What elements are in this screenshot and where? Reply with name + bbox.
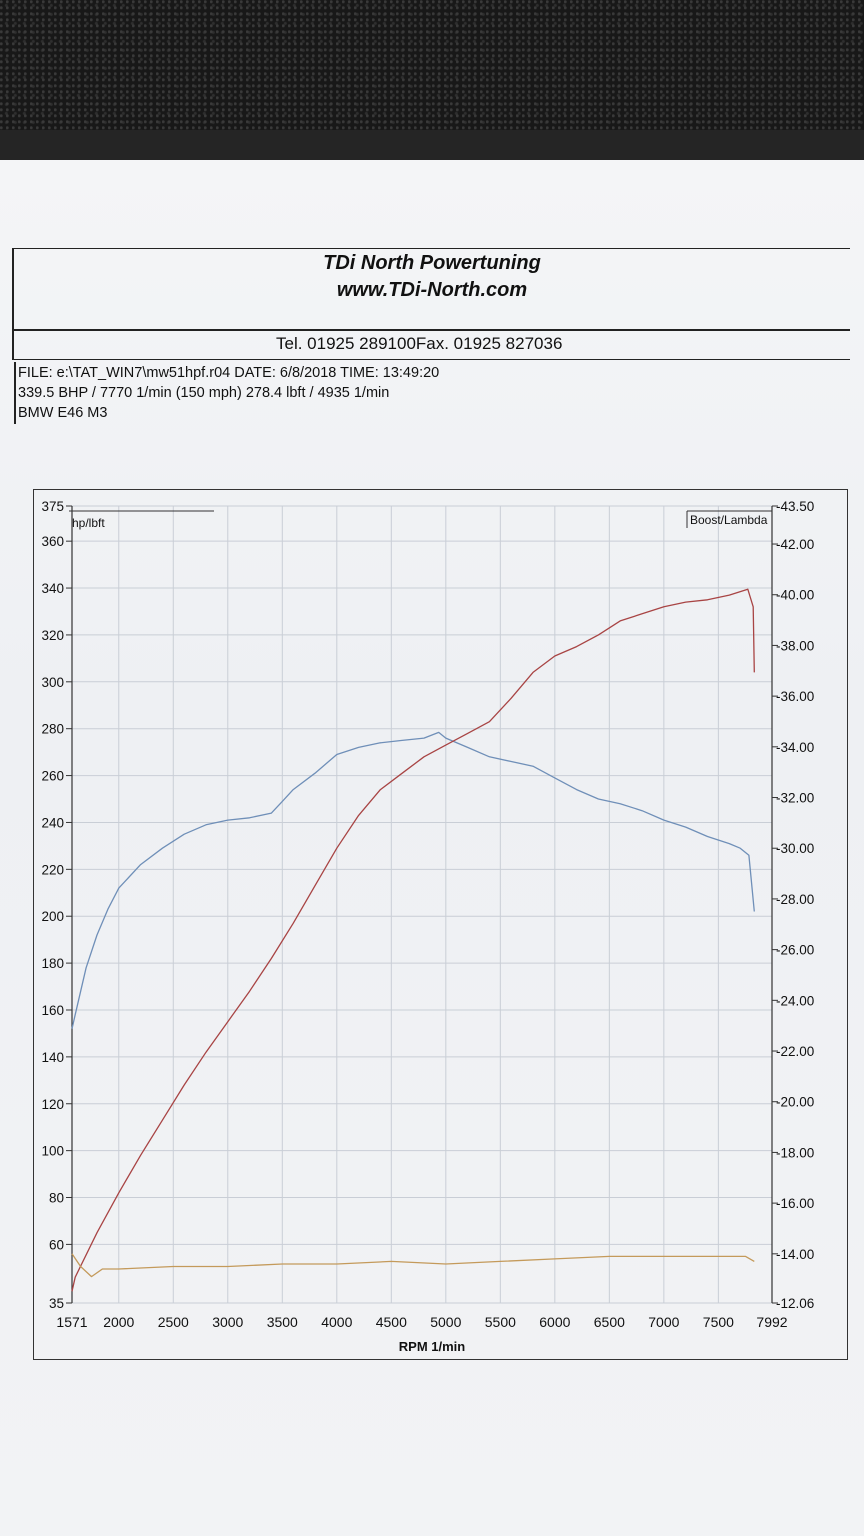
x-tick-label: 3500 — [267, 1314, 298, 1330]
background-carpet — [0, 0, 864, 140]
y-right-tick-label: -30.00 — [776, 841, 814, 856]
phone-fax-line: Tel. 01925 289100Fax. 01925 827036 — [276, 334, 563, 353]
x-tick-label: 2500 — [158, 1314, 189, 1330]
y-left-tick-label: 35 — [49, 1296, 64, 1311]
x-tick-label: 7000 — [648, 1314, 679, 1330]
header-box — [12, 248, 850, 360]
info-left-border — [14, 362, 16, 424]
y-right-tick-label: -40.00 — [776, 588, 814, 603]
x-tick-label: 5000 — [430, 1314, 461, 1330]
y-left-tick-label: 260 — [41, 769, 64, 784]
power-summary-line: 339.5 BHP / 7770 1/min (150 mph) 278.4 l… — [18, 385, 390, 401]
chart-frame — [33, 489, 848, 1360]
y-left-tick-label: 360 — [41, 534, 64, 549]
printout-paper — [0, 160, 864, 1536]
y-right-tick-label: -36.00 — [776, 689, 814, 704]
x-tick-label: 7500 — [703, 1314, 734, 1330]
y-left-tick-label: 100 — [41, 1144, 64, 1159]
y-right-tick-label: -34.00 — [776, 740, 814, 755]
x-tick-label: 6000 — [539, 1314, 570, 1330]
y-right-tick-label: -12.06 — [776, 1296, 814, 1311]
file-info-line: FILE: e:\TAT_WIN7\mw51hpf.r04 DATE: 6/8/… — [18, 365, 440, 381]
x-tick-label: 2000 — [103, 1314, 134, 1330]
vehicle-line: BMW E46 M3 — [18, 405, 108, 421]
x-axis-title: RPM 1/min — [399, 1339, 466, 1354]
y-right-tick-label: -32.00 — [776, 791, 814, 806]
y-left-tick-label: 280 — [41, 722, 64, 737]
left-axis-legend: hp/lbft — [72, 516, 105, 530]
y-right-tick-label: -26.00 — [776, 943, 814, 958]
torque-curve — [71, 731, 755, 1029]
x-tick-label: 3000 — [212, 1314, 243, 1330]
y-right-tick-label: -28.00 — [776, 892, 814, 907]
x-tick-label: 7992 — [756, 1314, 787, 1330]
y-left-tick-label: 340 — [41, 581, 64, 596]
y-left-tick-label: 160 — [41, 1003, 64, 1018]
x-tick-label: 4500 — [376, 1314, 407, 1330]
y-left-tick-label: 140 — [41, 1050, 64, 1065]
y-left-tick-label: 375 — [41, 499, 64, 514]
right-axis-legend: Boost/Lambda — [690, 513, 768, 527]
y-right-tick-label: -24.00 — [776, 993, 814, 1008]
y-right-tick-label: -38.00 — [776, 638, 814, 653]
x-tick-label: 4000 — [321, 1314, 352, 1330]
x-tick-label: 6500 — [594, 1314, 625, 1330]
y-right-tick-label: -16.00 — [776, 1196, 814, 1211]
power-curve — [71, 588, 755, 1292]
y-left-tick-label: 80 — [49, 1191, 64, 1206]
y-right-tick-label: -14.00 — [776, 1247, 814, 1262]
y-right-tick-label: -43.50 — [776, 499, 814, 514]
y-left-tick-label: 180 — [41, 956, 64, 971]
y-left-tick-label: 60 — [49, 1237, 64, 1252]
y-right-tick-label: -18.00 — [776, 1145, 814, 1160]
y-left-tick-label: 220 — [41, 862, 64, 877]
y-left-tick-label: 320 — [41, 628, 64, 643]
header-left-border — [12, 249, 14, 359]
company-website: www.TDi-North.com — [336, 279, 528, 301]
y-right-tick-label: -42.00 — [776, 537, 814, 552]
company-name: TDi North Powertuning — [323, 252, 541, 274]
y-left-tick-label: 240 — [41, 815, 64, 830]
y-left-tick-label: 200 — [41, 909, 64, 924]
y-right-tick-label: -20.00 — [776, 1095, 814, 1110]
lambda-curve — [71, 1253, 755, 1278]
y-right-tick-label: -22.00 — [776, 1044, 814, 1059]
header-divider — [12, 329, 850, 331]
y-left-tick-label: 300 — [41, 675, 64, 690]
y-left-tick-label: 120 — [41, 1097, 64, 1112]
x-tick-label: 1571 — [56, 1314, 87, 1330]
x-tick-label: 5500 — [485, 1314, 516, 1330]
